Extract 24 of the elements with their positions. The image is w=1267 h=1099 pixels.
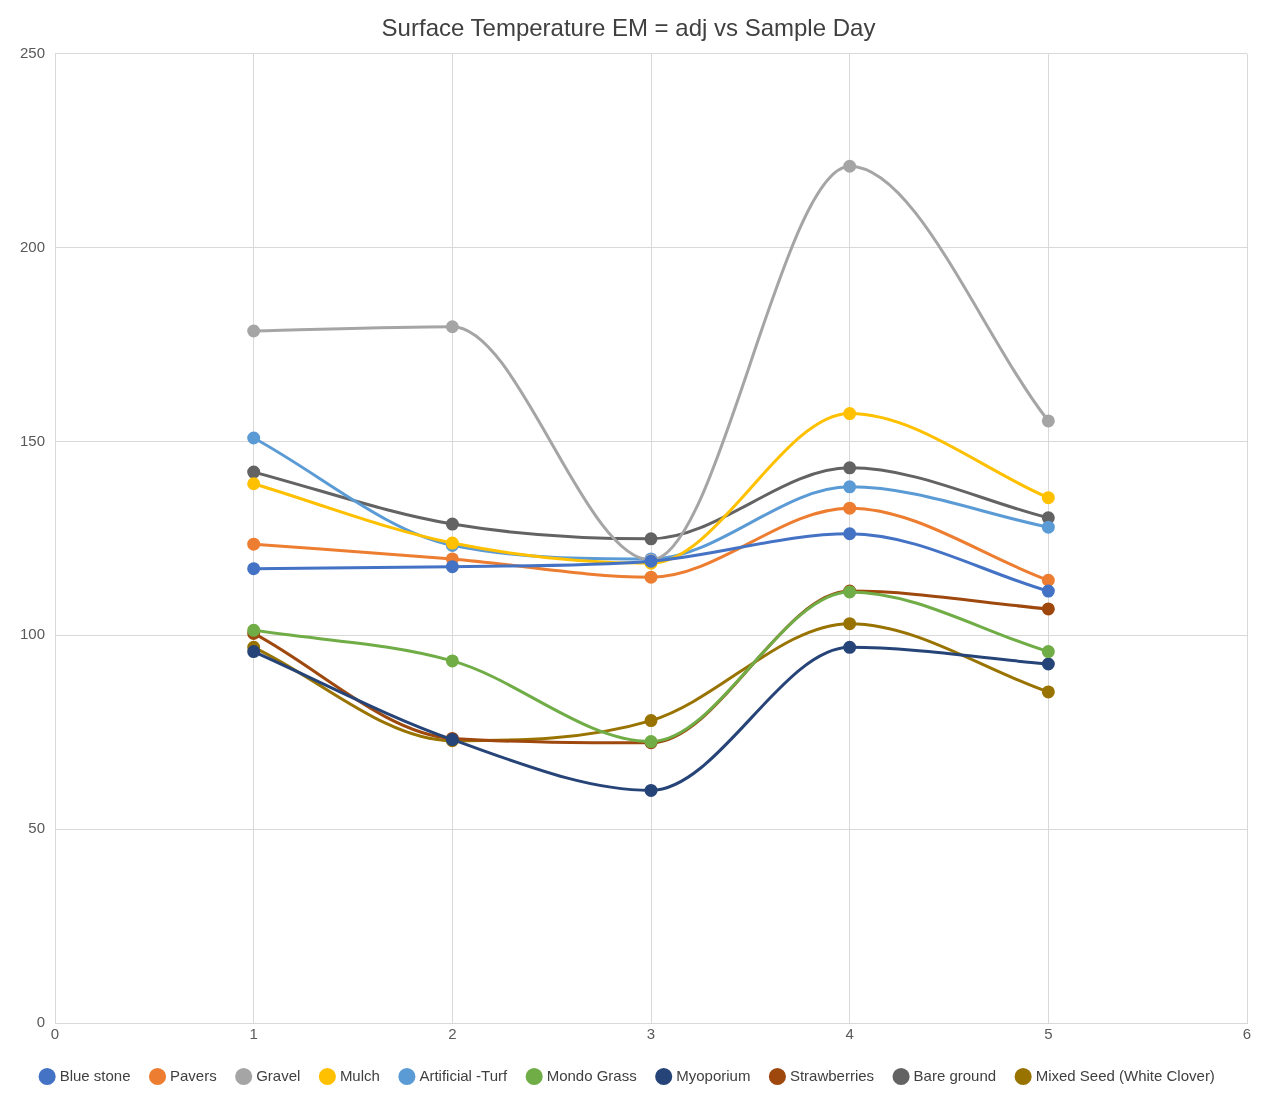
x-tick-label: 2 bbox=[448, 1025, 457, 1043]
legend-label: Mondo Grass bbox=[546, 1066, 637, 1084]
y-tick-label: 150 bbox=[20, 431, 46, 449]
y-tick-label: 100 bbox=[20, 625, 46, 643]
y-tick-label: 50 bbox=[28, 819, 46, 837]
legend-label: Pavers bbox=[170, 1066, 217, 1084]
x-tick-label: 0 bbox=[50, 1025, 60, 1043]
y-tick-label: 0 bbox=[36, 1013, 46, 1031]
y-tick-label: 250 bbox=[20, 43, 46, 61]
legend-label: Mixed Seed (White Clover) bbox=[1035, 1066, 1215, 1084]
x-tick-label: 3 bbox=[646, 1025, 656, 1043]
x-tick-label: 1 bbox=[249, 1025, 258, 1043]
x-tick-label: 4 bbox=[845, 1025, 854, 1043]
legend-label: Mulch bbox=[339, 1066, 380, 1084]
x-tick-label: 5 bbox=[1044, 1025, 1053, 1043]
legend-label: Blue stone bbox=[59, 1066, 131, 1084]
y-tick-label: 200 bbox=[20, 237, 46, 255]
legend-label: Bare ground bbox=[913, 1066, 997, 1084]
legend-label: Gravel bbox=[256, 1066, 301, 1084]
chart-title: Surface Temperature EM = adj vs Sample Day bbox=[381, 14, 876, 42]
legend-label: Artificial -Turf bbox=[419, 1066, 508, 1084]
legend-label: Strawberries bbox=[789, 1066, 875, 1084]
x-tick-label: 6 bbox=[1242, 1025, 1252, 1043]
legend-label: Myoporium bbox=[676, 1066, 751, 1084]
